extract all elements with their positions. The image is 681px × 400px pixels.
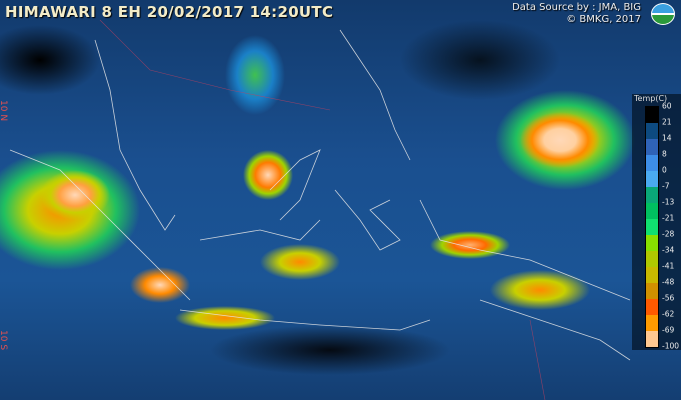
legend-label: -13 <box>662 197 675 207</box>
legend-label: 60 <box>662 101 672 111</box>
latitude-label-10n: 10 N <box>0 100 8 121</box>
bmkg-logo <box>651 3 675 25</box>
legend-swatch <box>646 251 658 267</box>
data-source-text: Data Source by : JMA, BIG <box>512 2 641 13</box>
legend-label: 8 <box>662 149 667 159</box>
legend-swatch <box>646 139 658 155</box>
temperature-legend: Temp(C) 60 21 14 8 0 -7 -13 -21 -28 -34 -41 -48 -56 -… <box>632 94 681 351</box>
legend-swatch <box>646 171 658 187</box>
legend-label: -69 <box>662 325 675 335</box>
legend-swatch <box>646 219 658 235</box>
legend-label: 21 <box>662 117 672 127</box>
legend-label: -34 <box>662 245 675 255</box>
legend-label: -7 <box>662 181 670 191</box>
latitude-label-10s: 10 S <box>0 330 8 350</box>
legend-label: -62 <box>662 309 675 319</box>
legend-label: 14 <box>662 133 672 143</box>
legend-label: 0 <box>662 165 667 175</box>
image-title: HIMAWARI 8 EH 20/02/2017 14:20UTC <box>5 3 334 21</box>
legend-swatch <box>646 187 658 203</box>
legend-label: -28 <box>662 229 675 239</box>
legend-swatch <box>646 267 658 283</box>
legend-swatch <box>646 283 658 299</box>
legend-swatch <box>646 235 658 251</box>
legend-swatch <box>646 315 658 331</box>
copyright-text: © BMKG, 2017 <box>566 14 641 25</box>
legend-label: -41 <box>662 261 675 271</box>
legend-swatch <box>646 331 658 347</box>
legend-swatch <box>646 299 658 315</box>
legend-label: -48 <box>662 277 675 287</box>
legend-swatch <box>646 107 658 123</box>
legend-swatch <box>646 203 658 219</box>
legend-swatch <box>646 155 658 171</box>
legend-swatch <box>646 123 658 139</box>
credits: Data Source by : JMA, BIG © BMKG, 2017 <box>512 2 641 26</box>
legend-label: -56 <box>662 293 675 303</box>
color-scale-bar <box>645 106 659 348</box>
legend-title: Temp(C) <box>634 94 668 103</box>
legend-label: -100 <box>662 341 680 351</box>
legend-label: -21 <box>662 213 675 223</box>
